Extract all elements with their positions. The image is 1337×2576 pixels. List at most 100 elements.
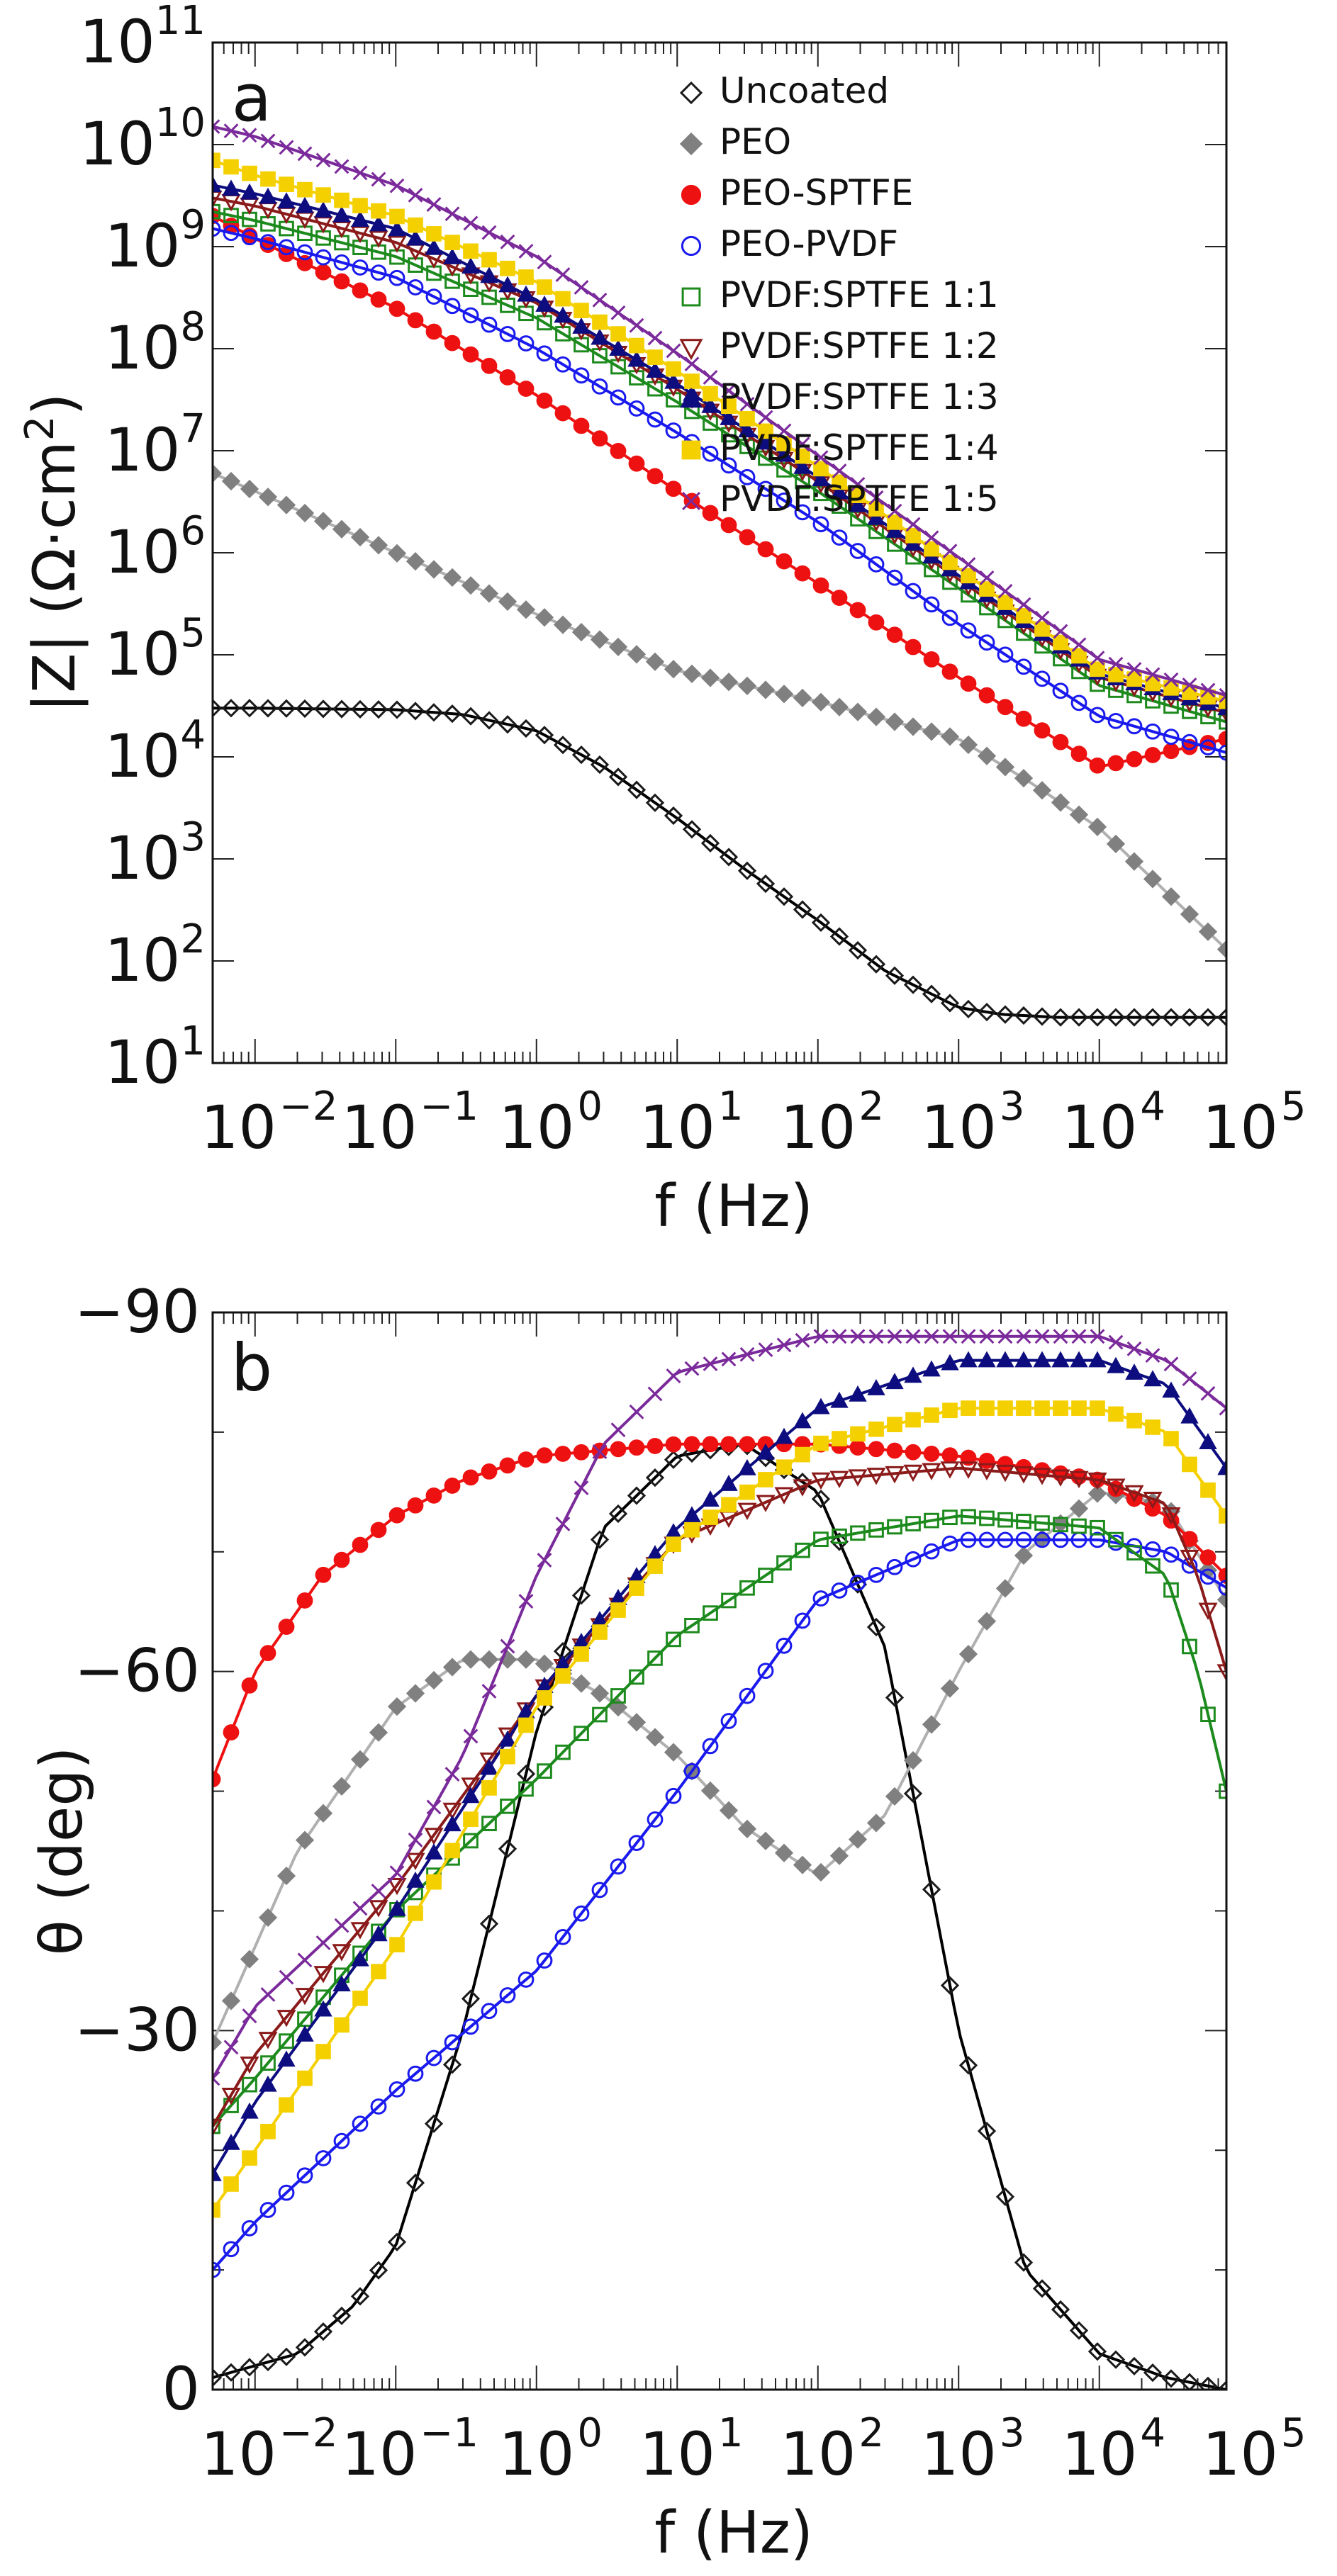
series-peo-pvdf (213, 220, 1226, 761)
data-point (664, 806, 683, 826)
legend-label: PEO-SPTFE (720, 172, 913, 213)
data-point (1126, 750, 1143, 767)
data-point (1163, 1546, 1180, 1563)
data-point (905, 1551, 922, 1568)
data-point (213, 190, 223, 208)
data-point (591, 328, 609, 345)
data-point (905, 1412, 921, 1428)
data-point (850, 476, 866, 492)
data-point (721, 398, 737, 415)
data-point (221, 471, 241, 491)
data-point (628, 1439, 645, 1456)
data-point (885, 712, 905, 731)
data-point (260, 2123, 276, 2139)
fit-line (213, 1442, 1226, 1780)
data-point (885, 966, 905, 985)
x-tick-label: 101 (639, 2410, 744, 2489)
data-point (1145, 667, 1160, 682)
data-point (702, 1738, 719, 1755)
fit-line (213, 1466, 1226, 2127)
series-group (213, 1329, 1226, 2390)
data-point (408, 187, 423, 203)
data-point (645, 652, 665, 671)
legend-entry: PVDF:SPTFE 1:5 (682, 478, 999, 519)
data-point (1087, 817, 1107, 836)
data-point (1144, 1541, 1161, 1558)
data-point (1053, 1400, 1068, 1416)
data-point (647, 330, 663, 346)
data-point (1219, 1783, 1226, 1799)
data-point (369, 1900, 388, 1918)
data-point (941, 1447, 958, 1464)
x-tick-label-text: 102 (780, 1084, 884, 1162)
data-point (995, 2187, 1015, 2206)
legend-label: PVDF:SPTFE 1:2 (720, 325, 999, 366)
data-point (1108, 667, 1124, 682)
data-point (1219, 1400, 1226, 1416)
y-tick-labels: 0 −30 −60 −90 (74, 1277, 200, 2424)
data-point (849, 1575, 866, 1591)
y-tick-label: 0 (162, 2354, 200, 2424)
data-point (961, 557, 976, 572)
data-point (426, 1874, 442, 1890)
data-point (1108, 1334, 1124, 1350)
series-pvdf-sptfe-1-5 (213, 1329, 1226, 2086)
data-point (213, 2368, 223, 2387)
data-point (332, 1975, 351, 1992)
tick-base: 10 (104, 313, 180, 383)
data-point (517, 285, 535, 302)
data-point (868, 1329, 884, 1344)
data-point (940, 994, 960, 1013)
data-point (961, 1329, 976, 1344)
data-point (1126, 1412, 1142, 1429)
data-point (481, 1463, 498, 1480)
data-point (276, 1866, 296, 1886)
data-point (1032, 781, 1052, 800)
data-point (1144, 747, 1161, 763)
data-point (242, 165, 257, 181)
data-point (296, 2167, 313, 2184)
data-point (498, 715, 518, 734)
data-point (958, 999, 978, 1018)
data-point (481, 252, 497, 268)
data-point (537, 279, 552, 295)
data-point (665, 422, 682, 439)
fit-line (213, 1407, 1226, 2211)
data-point (664, 660, 683, 679)
data-point (573, 367, 590, 384)
legend-marker (681, 235, 702, 257)
data-point (1200, 1385, 1216, 1401)
data-point (1216, 1008, 1226, 1027)
data-point (1070, 694, 1087, 712)
data-point (1052, 1531, 1069, 1548)
tick-exp: 4 (180, 712, 206, 758)
data-point (388, 1899, 406, 1916)
data-point (1032, 1468, 1052, 1485)
data-point (424, 1670, 444, 1690)
data-point (868, 614, 885, 631)
legend-label: PVDF:SPTFE 1:5 (720, 478, 999, 519)
data-point (1089, 1531, 1106, 1548)
data-point (720, 1713, 737, 1729)
data-point (1053, 634, 1068, 651)
data-point (574, 1726, 589, 1741)
data-point (279, 176, 294, 192)
data-point (703, 415, 718, 431)
legend-label: PVDF:SPTFE 1:4 (720, 427, 999, 468)
data-point (1014, 2253, 1034, 2272)
data-point (388, 269, 405, 286)
x-tick-label-text: 101 (639, 2410, 744, 2489)
y-tick-label: 108 (104, 304, 206, 383)
data-point (1051, 1351, 1070, 1368)
data-point (776, 1459, 792, 1475)
data-point (1198, 1602, 1218, 1621)
data-point (758, 410, 773, 425)
data-point (296, 196, 314, 213)
data-point (666, 361, 681, 377)
data-point (461, 707, 481, 726)
data-point (518, 1451, 535, 1468)
y-tick-label: 107 (104, 406, 206, 485)
tick-exp: 4 (1140, 1084, 1165, 1130)
data-point (719, 1801, 739, 1820)
